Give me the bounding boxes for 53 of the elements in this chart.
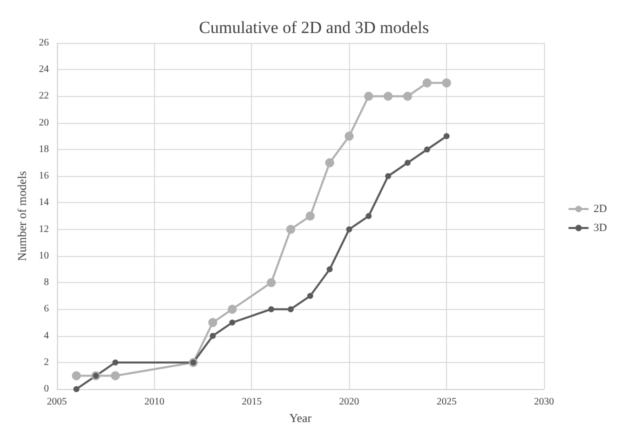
point xyxy=(444,133,450,140)
x-axis-title: Year xyxy=(289,411,312,425)
point xyxy=(364,92,374,101)
y-tick-label: 6 xyxy=(44,304,49,315)
point xyxy=(325,158,334,168)
point xyxy=(344,132,354,141)
point xyxy=(208,318,218,328)
legend-label: 3D xyxy=(594,222,608,234)
point xyxy=(112,359,118,366)
point xyxy=(229,320,236,326)
point xyxy=(346,226,352,232)
y-tick-label: 8 xyxy=(44,277,49,288)
point xyxy=(385,173,392,180)
point xyxy=(442,78,452,88)
x-tick-label: 2025 xyxy=(436,396,457,408)
y-tick-label: 18 xyxy=(38,144,49,155)
point xyxy=(210,332,216,339)
legend-label: 2D xyxy=(594,203,608,215)
point xyxy=(403,92,412,101)
point xyxy=(422,78,432,88)
y-axis-title: Number of models xyxy=(15,170,29,262)
point xyxy=(326,266,333,272)
y-tick-label: 16 xyxy=(38,170,49,182)
point xyxy=(73,386,80,392)
y-tick-label: 26 xyxy=(38,38,49,48)
x-tick-label: 2005 xyxy=(46,396,67,408)
y-tick-label: 12 xyxy=(38,224,49,235)
y-tick-label: 0 xyxy=(44,384,49,395)
x-tick-label: 2015 xyxy=(242,396,262,408)
point xyxy=(228,304,237,314)
point xyxy=(306,212,315,221)
y-tick-label: 10 xyxy=(38,250,49,262)
point xyxy=(266,278,276,288)
point xyxy=(307,292,314,299)
point xyxy=(268,306,274,312)
y-tick-label: 4 xyxy=(44,330,49,342)
x-tick-label: 2030 xyxy=(534,396,554,408)
x-tick-label: 2010 xyxy=(144,396,164,408)
point xyxy=(288,306,294,312)
point xyxy=(366,213,372,220)
point xyxy=(384,92,393,101)
y-tick-label: 20 xyxy=(38,117,49,128)
y-tick-label: 22 xyxy=(38,90,49,102)
y-tick-label: 14 xyxy=(38,197,49,208)
y-tick-label: 24 xyxy=(38,64,49,76)
chart-title: Cumulative of 2D and 3D models xyxy=(199,18,429,37)
point xyxy=(424,146,430,152)
point xyxy=(72,371,81,380)
point xyxy=(404,160,411,166)
x-tick-label: 2020 xyxy=(339,396,360,408)
point xyxy=(286,224,296,234)
point xyxy=(110,371,120,380)
y-tick-label: 2 xyxy=(44,356,49,368)
